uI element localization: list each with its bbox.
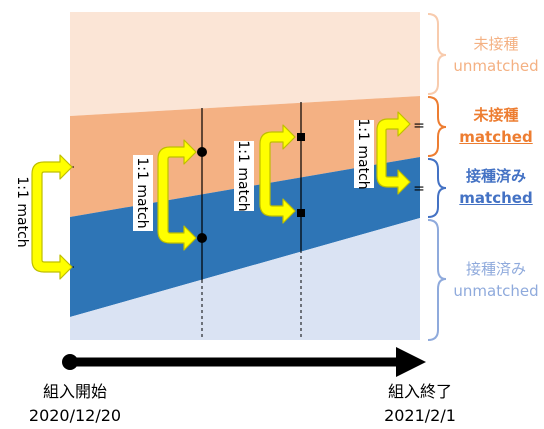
timeline-end-date: 2021/2/1 (384, 406, 456, 425)
timeline-end-label: 組入終了 (387, 382, 452, 401)
match-point-circle (197, 233, 207, 243)
brace-vaccinated-unmatched (427, 219, 447, 341)
timeline-end: 組入終了 2021/2/1 (355, 380, 485, 428)
match-bracket-arrow-2 (157, 139, 197, 251)
match-bracket-arrow-3 (259, 124, 296, 224)
label-vaccinated-matched: 接種済み matched (448, 165, 544, 209)
brace-unvaccinated-unmatched (427, 13, 447, 95)
label-vaccinated-unmatched: 接種済み unmatched (448, 258, 544, 302)
match-point-square (297, 209, 305, 217)
label-line1: 未接種 (473, 35, 519, 53)
unvaccinated-unmatched-band (70, 12, 420, 116)
timeline-start-label: 組入開始 (42, 382, 107, 401)
label-line1: 未接種 (473, 106, 519, 124)
label-line1: 接種済み (465, 260, 526, 278)
label-line2: unmatched (453, 282, 539, 300)
vaccinated-unmatched-band (70, 218, 420, 340)
match-label: 1:1 match (235, 140, 251, 211)
brace-unvaccinated-matched (427, 96, 447, 157)
timeline-start: 組入開始 2020/12/20 (10, 380, 140, 428)
equals-sign: = (413, 181, 425, 197)
vaccinated-matched-band (70, 157, 420, 317)
label-line1: 接種済み (465, 167, 526, 185)
brace-vaccinated-matched (427, 158, 447, 218)
match-label: 1:1 match (14, 176, 30, 247)
match-bracket-arrow-4 (376, 111, 411, 195)
equals-sign: = (413, 118, 425, 134)
match-point-square (297, 133, 305, 141)
match-label-bg (354, 120, 374, 188)
timeline-start-date: 2020/12/20 (28, 406, 122, 425)
label-unvaccinated-matched: 未接種 matched (448, 104, 544, 148)
timeline-start-dot (62, 354, 78, 370)
match-point-circle (197, 147, 207, 157)
timeline-arrowhead (396, 347, 426, 377)
label-line2: matched (459, 128, 533, 146)
match-label-bg (234, 141, 254, 211)
label-line2: matched (459, 189, 533, 207)
label-line2: unmatched (453, 57, 539, 75)
match-label: 1:1 match (355, 118, 371, 189)
label-unvaccinated-unmatched: 未接種 unmatched (448, 33, 544, 77)
match-label-bg (133, 155, 153, 231)
match-bracket-arrow-1 (31, 154, 73, 280)
match-label: 1:1 match (134, 157, 150, 228)
